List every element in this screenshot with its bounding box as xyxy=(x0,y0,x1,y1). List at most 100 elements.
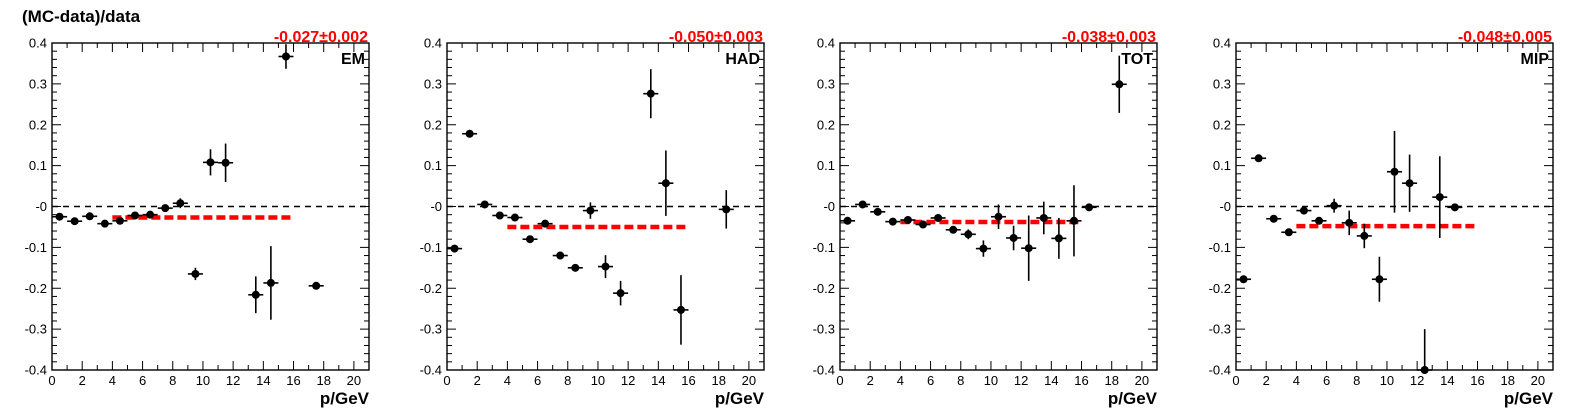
data-point xyxy=(1375,275,1384,284)
y-tick-label: -0.1 xyxy=(813,240,835,255)
data-point xyxy=(510,213,519,222)
x-tick-label: 8 xyxy=(957,373,964,388)
fit-value-label: -0.038±0.003 xyxy=(1062,29,1156,46)
data-point xyxy=(131,211,140,220)
x-tick-label: 2 xyxy=(867,373,874,388)
x-tick-label: 8 xyxy=(1353,373,1360,388)
x-tick-label: 4 xyxy=(504,373,511,388)
data-point xyxy=(85,212,94,221)
x-tick-label: 12 xyxy=(621,373,635,388)
x-tick-label: 4 xyxy=(1293,373,1300,388)
y-tick-label: 0.4 xyxy=(424,36,442,51)
x-axis-label: p/GeV xyxy=(1108,389,1158,408)
y-tick-label: 0.3 xyxy=(817,76,835,91)
data-point xyxy=(221,158,230,167)
y-tick-label: -0.3 xyxy=(1209,322,1231,337)
data-point xyxy=(1284,228,1293,237)
data-point xyxy=(843,216,852,225)
data-point xyxy=(1435,193,1444,202)
x-axis-label: p/GeV xyxy=(715,389,765,408)
data-point xyxy=(176,199,185,208)
data-point xyxy=(251,290,260,299)
x-tick-label: 6 xyxy=(534,373,541,388)
data-point xyxy=(161,204,170,213)
data-point xyxy=(541,219,550,228)
data-point xyxy=(1360,231,1369,240)
data-point xyxy=(1069,216,1078,225)
data-point xyxy=(1024,244,1033,253)
x-tick-label: 12 xyxy=(1014,373,1028,388)
data-point xyxy=(616,289,625,298)
data-point xyxy=(281,52,290,61)
data-point xyxy=(312,281,321,290)
data-point xyxy=(601,262,610,271)
data-point xyxy=(858,200,867,209)
x-tick-label: 8 xyxy=(564,373,571,388)
x-tick-label: 20 xyxy=(347,373,361,388)
x-tick-label: 20 xyxy=(1531,373,1545,388)
y-tick-label: -0.3 xyxy=(25,322,47,337)
data-point xyxy=(495,211,504,220)
data-point xyxy=(903,215,912,224)
y-tick-label: -0 xyxy=(35,199,47,214)
data-point xyxy=(934,213,943,222)
x-axis-label: p/GeV xyxy=(320,389,370,408)
panel-label: MIP xyxy=(1521,51,1550,68)
x-tick-label: 4 xyxy=(897,373,904,388)
fit-value-label: -0.048±0.005 xyxy=(1458,29,1552,46)
data-point xyxy=(266,278,275,287)
x-tick-label: 14 xyxy=(651,373,665,388)
fit-value-label: -0.050±0.003 xyxy=(669,29,763,46)
y-tick-label: -0.4 xyxy=(420,363,442,378)
data-point xyxy=(722,205,731,214)
y-tick-label: -0.4 xyxy=(813,363,835,378)
data-point xyxy=(146,210,155,219)
x-tick-label: 12 xyxy=(1410,373,1424,388)
data-point xyxy=(1009,233,1018,242)
data-point xyxy=(964,230,973,239)
data-point xyxy=(1450,203,1459,212)
y-tick-label: -0.2 xyxy=(813,281,835,296)
y-tick-label: -0.1 xyxy=(420,240,442,255)
y-tick-label: -0.2 xyxy=(1209,281,1231,296)
x-tick-label: 18 xyxy=(1104,373,1118,388)
panel-label: TOT xyxy=(1121,51,1153,68)
x-tick-label: 6 xyxy=(927,373,934,388)
x-tick-label: 20 xyxy=(1135,373,1149,388)
x-tick-label: 0 xyxy=(1232,373,1239,388)
data-point xyxy=(1315,216,1324,225)
data-point xyxy=(1405,179,1414,188)
x-tick-label: 2 xyxy=(474,373,481,388)
y-tick-label: -0 xyxy=(1219,199,1231,214)
y-tick-label: 0.2 xyxy=(1213,117,1231,132)
panel-mip: 0 2 4 6 8 10 12 14 16 18 20 -0.4 -0.3 -0.2 -0.1 -0 0.1 0.… xyxy=(1209,29,1554,408)
data-point xyxy=(586,206,595,215)
panel-label: HAD xyxy=(725,51,760,68)
data-point xyxy=(1039,213,1048,222)
x-tick-label: 10 xyxy=(591,373,605,388)
data-point xyxy=(1420,366,1429,374)
data-point xyxy=(1390,167,1399,176)
panel-tot: 0 2 4 6 8 10 12 14 16 18 20 -0.4 -0.3 -0.2 -0.1 -0 0.1 0.… xyxy=(813,29,1158,408)
fit-value-label: -0.027±0.002 xyxy=(274,29,368,46)
data-point xyxy=(994,212,1003,221)
x-tick-label: 10 xyxy=(196,373,210,388)
data-point xyxy=(888,217,897,226)
data-point xyxy=(55,212,64,221)
x-tick-label: 18 xyxy=(1500,373,1514,388)
y-tick-label: -0.3 xyxy=(420,322,442,337)
y-tick-label: 0.3 xyxy=(1213,76,1231,91)
data-point xyxy=(676,305,685,314)
x-axis-label: p/GeV xyxy=(1504,389,1554,408)
y-tick-label: 0.1 xyxy=(1213,158,1231,173)
y-tick-label: -0.1 xyxy=(1209,240,1231,255)
data-point xyxy=(661,179,670,188)
x-tick-label: 6 xyxy=(139,373,146,388)
x-tick-label: 14 xyxy=(256,373,270,388)
x-tick-label: 16 xyxy=(681,373,695,388)
data-point xyxy=(100,219,109,228)
data-point xyxy=(480,200,489,209)
data-point xyxy=(1085,203,1094,212)
x-tick-label: 14 xyxy=(1044,373,1058,388)
y-tick-label: 0.1 xyxy=(817,158,835,173)
